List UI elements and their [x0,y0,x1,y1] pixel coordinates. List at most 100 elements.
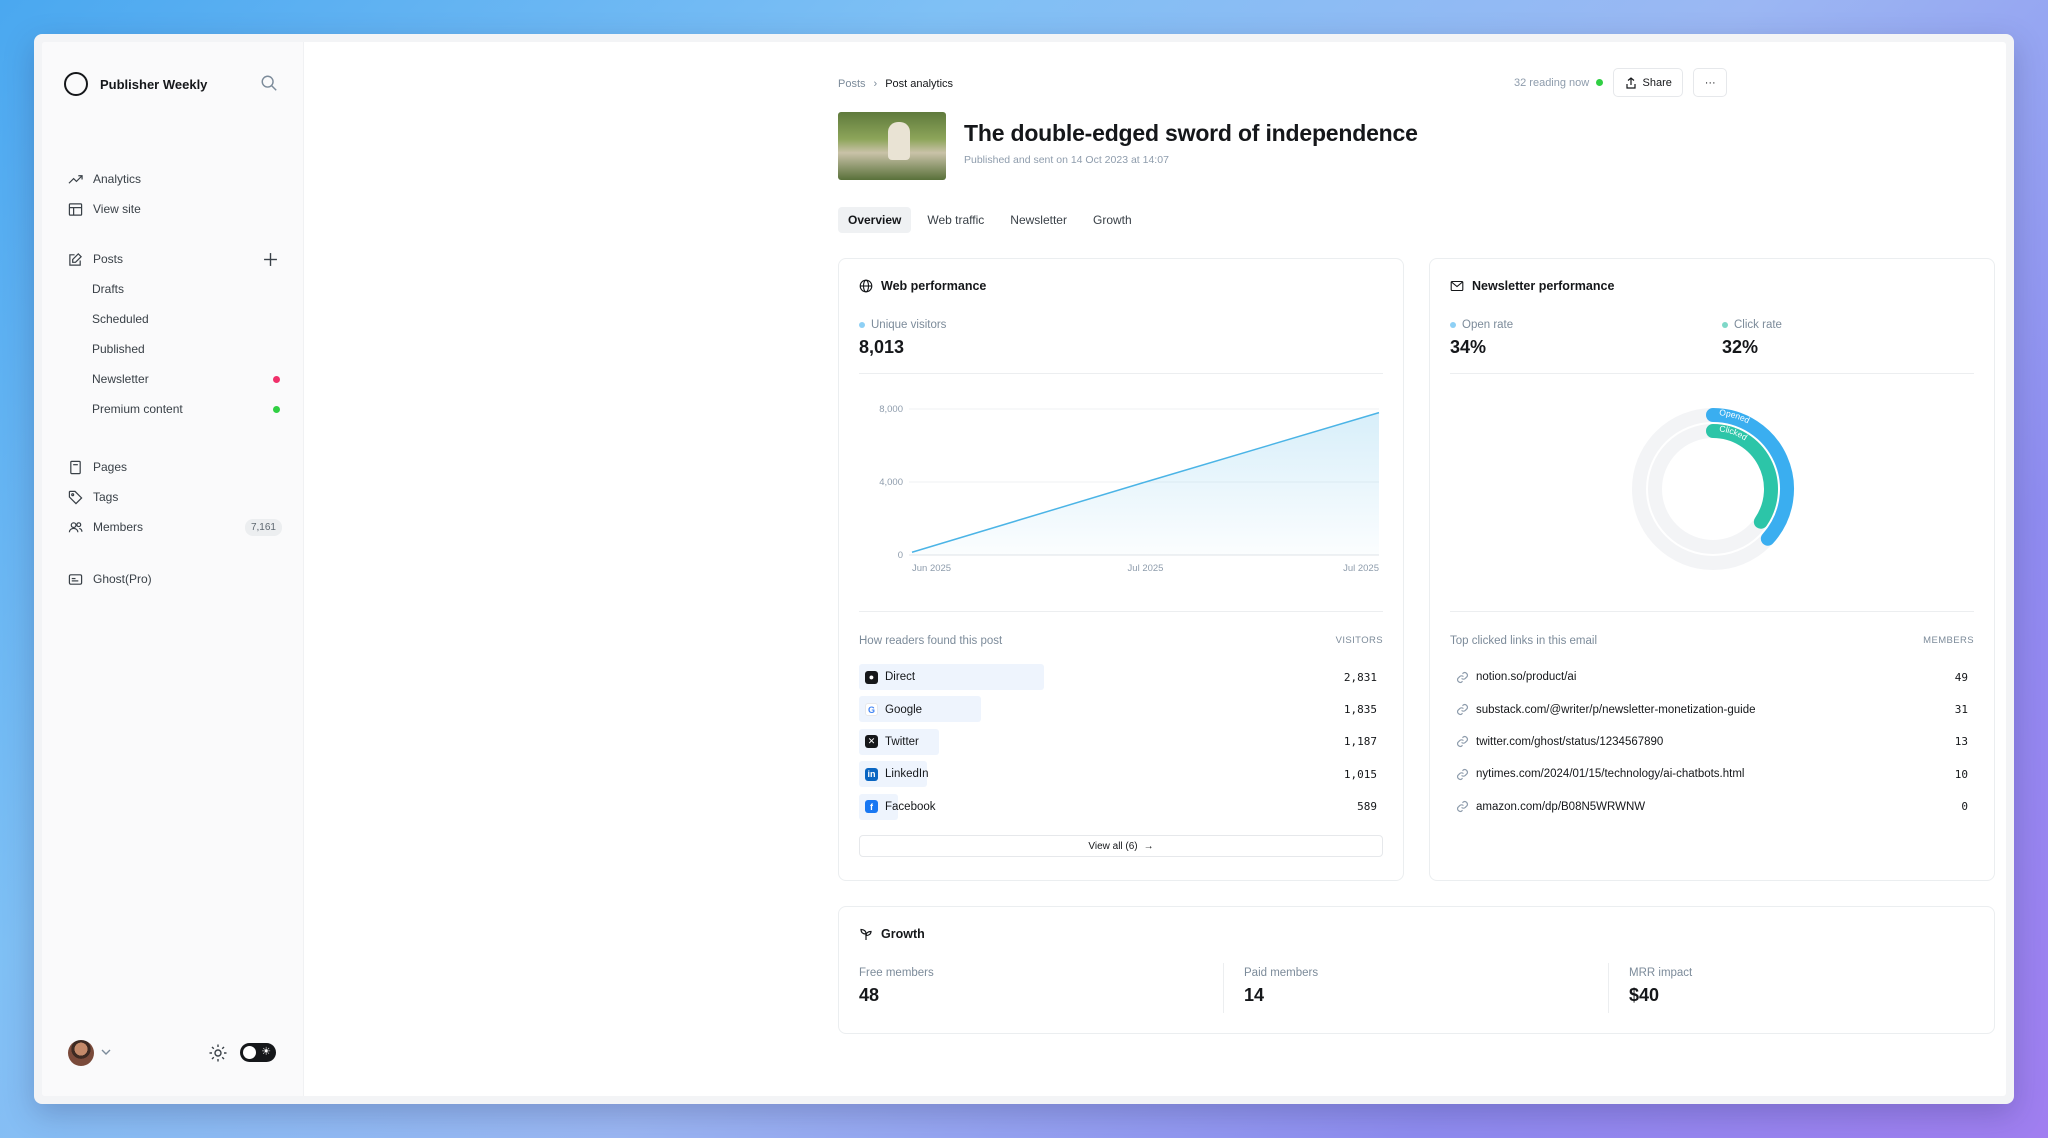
source-row[interactable]: ● Direct 2,831 [859,661,1383,693]
card-title: Newsletter performance [1450,279,1614,293]
metric-label: Unique visitors [859,319,946,331]
post-feature-image [838,112,946,180]
link-row[interactable]: twitter.com/ghost/status/1234567890 13 [1450,726,1974,758]
chevron-down-icon[interactable] [100,1046,112,1058]
paid-members-metric: Paid members 14 [1244,967,1318,1006]
newsletter-status-dot [273,376,280,383]
card-title: Growth [859,927,925,941]
breadcrumb-current: Post analytics [885,78,954,90]
metric-value: 48 [859,985,880,1005]
metric-label: Free members [859,967,934,979]
reading-now-text: 32 reading now [1514,76,1590,89]
sidebar-item-drafts[interactable]: Drafts [68,274,282,304]
link-url[interactable]: substack.com/@writer/p/newsletter-moneti… [1476,703,1756,716]
sidebar-item-newsletter[interactable]: Newsletter [68,364,282,394]
source-visitors: 589 [1357,800,1377,814]
source-name: Twitter [885,735,919,748]
linkedin-icon: in [865,767,878,781]
link-label: substack.com/@writer/p/newsletter-moneti… [1450,703,1755,716]
sidebar-item-posts[interactable]: Posts [68,244,282,274]
x-twitter-icon: ✕ [865,735,878,749]
newsletter-performance-card: Newsletter performance Open rate 34% Cli… [1429,258,1995,881]
metric-label: Open rate [1450,319,1513,331]
sidebar-item-ghost-pro[interactable]: Ghost(Pro) [68,564,282,594]
link-row[interactable]: substack.com/@writer/p/newsletter-moneti… [1450,693,1974,725]
app-window: Publisher Weekly Analytics View site Pos… [34,34,2014,1104]
brand[interactable]: Publisher Weekly [64,72,207,96]
link-members: 13 [1954,735,1968,749]
link-url[interactable]: amazon.com/dp/B08N5WRWNW [1476,800,1646,813]
source-row[interactable]: in LinkedIn 1,015 [859,758,1383,790]
share-button[interactable]: Share [1613,68,1684,97]
sidebar-item-published[interactable]: Published [68,334,282,364]
sun-icon: ☀ [261,1046,271,1058]
sidebar-item-label: Premium content [92,402,183,416]
link-members: 0 [1961,800,1968,814]
sidebar-item-tags[interactable]: Tags [68,482,282,512]
theme-toggle[interactable]: ☀ [240,1043,276,1062]
link-icon [1456,768,1469,780]
post-meta: Published and sent on 14 Oct 2023 at 14:… [964,154,1169,166]
breadcrumb-posts[interactable]: Posts [838,78,866,90]
clicked-arc [1706,424,1778,529]
legend-dot [859,322,865,328]
sidebar-item-label: Newsletter [92,372,149,386]
mail-icon [1450,280,1464,292]
visitors-area-chart: 8,000 4,000 0 Jun 2025 Jul 2025 Jul 2025 [879,404,1380,574]
more-button[interactable]: ··· [1693,68,1728,97]
tab-newsletter[interactable]: Newsletter [1010,213,1067,227]
sidebar-item-scheduled[interactable]: Scheduled [68,304,282,334]
sidebar: Publisher Weekly Analytics View site Pos… [42,42,304,1096]
share-label: Share [1642,76,1672,89]
link-url[interactable]: notion.so/product/ai [1476,671,1577,684]
link-row[interactable]: amazon.com/dp/B08N5WRWNW 0 [1450,791,1974,823]
sidebar-item-view-site[interactable]: View site [68,194,282,224]
mrr-impact-metric: MRR impact $40 [1629,967,1692,1006]
facebook-icon: f [865,800,878,814]
divider [1450,373,1974,374]
sidebar-item-pages[interactable]: Pages [68,452,282,482]
source-share-bar [859,696,982,723]
tab-growth[interactable]: Growth [1092,213,1132,227]
link-members: 49 [1954,670,1968,684]
tab-web-traffic[interactable]: Web traffic [927,213,985,227]
source-row[interactable]: ✕ Twitter 1,187 [859,726,1383,758]
link-url[interactable]: twitter.com/ghost/status/1234567890 [1476,735,1664,748]
link-row[interactable]: nytimes.com/2024/01/15/technology/ai-cha… [1450,758,1974,790]
sources-title: How readers found this post [859,635,1003,647]
tab-overview[interactable]: Overview [838,207,912,233]
link-icon [1456,801,1469,813]
metric-value: 32% [1722,337,1759,357]
avatar[interactable] [68,1040,94,1066]
link-url[interactable]: nytimes.com/2024/01/15/technology/ai-cha… [1476,768,1745,781]
link-row[interactable]: notion.so/product/ai 49 [1450,661,1974,693]
add-post-icon[interactable] [263,252,278,267]
sidebar-item-premium-content[interactable]: Premium content [68,394,282,424]
breadcrumb: Posts › Post analytics [838,78,953,90]
source-visitors: 1,015 [1343,767,1377,781]
google-icon: G [865,703,878,717]
source-visitors: 1,187 [1343,735,1377,749]
chart-y-ticks: 8,000 4,000 0 [879,404,903,561]
unique-visitors-metric: Unique visitors 8,013 [859,319,946,358]
sidebar-item-label: View site [93,202,141,216]
divider [1608,963,1609,1013]
link-icon [1456,736,1469,748]
sidebar-item-label: Members [93,520,144,534]
search-icon[interactable] [260,74,278,92]
pages-icon [70,460,81,474]
sidebar-item-label: Published [92,342,145,356]
share-icon [1625,76,1636,89]
sidebar-item-members[interactable]: Members 7,161 [68,512,282,542]
source-name: Facebook [885,800,936,813]
sidebar-item-analytics[interactable]: Analytics [68,164,282,194]
y-tick-label: 0 [898,550,903,561]
sprout-icon [860,928,872,940]
gear-icon[interactable] [208,1043,228,1063]
trend-icon [68,174,83,184]
link-members: 31 [1954,703,1968,717]
view-all-button[interactable]: View all (6) → [859,835,1383,857]
metric-label: Paid members [1244,967,1319,979]
source-row[interactable]: f Facebook 589 [859,791,1383,823]
source-row[interactable]: G Google 1,835 [859,693,1383,725]
